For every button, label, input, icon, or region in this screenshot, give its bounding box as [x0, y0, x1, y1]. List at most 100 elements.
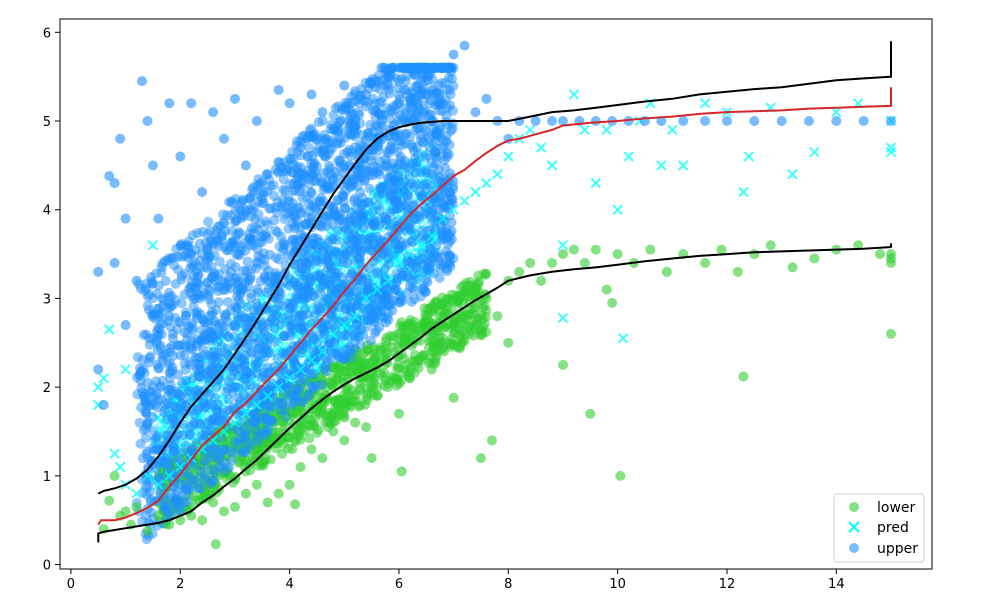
point-upper-12 [147, 160, 158, 171]
point-pred-37 [437, 213, 448, 224]
point-pred-47 [546, 160, 558, 171]
x-tick-label-4: 8 [504, 577, 512, 592]
point-upper-3 [104, 171, 115, 182]
point-upper-69 [776, 116, 787, 127]
point-upper-65 [678, 116, 689, 127]
point-lower-77 [875, 249, 886, 260]
point-lower-57 [585, 408, 596, 419]
point-lower-73 [787, 262, 798, 273]
point-lower-32 [383, 382, 394, 393]
point-pred-38 [448, 204, 459, 215]
point-upper-34 [306, 240, 317, 251]
point-upper-51 [470, 107, 481, 118]
point-pred-69 [831, 106, 842, 118]
point-pred-54 [612, 204, 623, 215]
point-upper-23 [219, 133, 230, 144]
legend-label-upper: upper [877, 541, 918, 557]
point-pred-36 [426, 231, 437, 242]
point-lower-67 [700, 257, 711, 268]
point-pred-40 [470, 186, 481, 198]
legend: lower pred upper [833, 493, 925, 563]
point-upper-11 [142, 116, 153, 127]
point-pred-1 [93, 381, 104, 393]
point-lower-52 [547, 257, 558, 268]
point-upper-57 [547, 116, 558, 127]
point-pred-62 [699, 98, 711, 109]
point-upper-8 [120, 320, 131, 331]
point-upper-13 [153, 213, 164, 224]
point-lower-12 [197, 515, 208, 526]
point-upper-44 [393, 186, 404, 197]
point-upper-27 [251, 116, 262, 127]
legend-marker-pred [848, 521, 860, 533]
point-upper-72 [858, 116, 869, 127]
point-lower-25 [317, 453, 328, 464]
point-lower-71 [749, 249, 760, 260]
point-lower-58 [590, 244, 601, 255]
point-pred-48 [557, 240, 569, 251]
point-lower-28 [350, 417, 361, 428]
point-lower-81 [885, 328, 896, 339]
point-pred-15 [196, 444, 208, 455]
point-pred-60 [667, 124, 678, 136]
point-lower-30 [366, 453, 377, 464]
point-upper-16 [175, 151, 186, 162]
point-lower-70 [738, 371, 749, 382]
point-upper-67 [721, 116, 732, 127]
point-lower-80 [885, 257, 896, 268]
point-lower-26 [328, 426, 339, 437]
x-tick-label-0: 0 [67, 577, 75, 592]
point-lower-53 [557, 249, 568, 260]
point-pred-46 [535, 142, 547, 153]
point-upper-73 [885, 116, 896, 127]
point-lower-55 [568, 244, 579, 255]
series-upper [93, 40, 896, 410]
point-pred-43 [503, 151, 514, 162]
point-upper-29 [273, 84, 284, 95]
point-lower-39 [448, 320, 459, 331]
point-lower-6 [131, 501, 142, 512]
point-lower-27 [339, 435, 350, 446]
point-upper-31 [284, 98, 295, 109]
point-pred-8 [131, 488, 142, 499]
point-lower-54 [557, 359, 568, 370]
x-tick-label-1: 2 [176, 577, 184, 592]
point-pred-29 [350, 310, 361, 322]
point-upper-36 [328, 124, 339, 135]
point-upper-70 [803, 116, 814, 127]
point-upper-37 [339, 80, 350, 91]
point-upper-25 [229, 320, 240, 331]
point-pred-52 [590, 177, 601, 189]
point-lower-76 [853, 240, 864, 251]
point-upper-42 [383, 71, 394, 82]
point-upper-28 [262, 169, 273, 180]
point-pred-30 [360, 293, 372, 304]
point-upper-46 [415, 84, 426, 95]
point-lower-72 [765, 240, 776, 251]
point-pred-68 [809, 146, 820, 158]
point-lower-29 [361, 422, 372, 433]
point-lower-9 [164, 519, 175, 530]
legend-label-lower: lower [877, 500, 916, 516]
y-tick-label-2: 2 [43, 381, 51, 396]
point-lower-62 [615, 470, 626, 481]
point-upper-35 [317, 107, 328, 118]
point-lower-45 [486, 435, 497, 446]
point-lower-1 [104, 495, 115, 506]
point-lower-17 [240, 488, 251, 499]
point-upper-68 [749, 116, 760, 127]
point-upper-7 [120, 213, 131, 224]
point-lower-35 [404, 373, 415, 384]
x-tick-label-3: 6 [395, 577, 403, 592]
point-upper-10 [137, 76, 148, 87]
point-lower-8 [153, 510, 164, 521]
point-pred-32 [382, 275, 394, 286]
point-lower-24 [306, 444, 317, 455]
point-pred-64 [738, 186, 749, 198]
series-pred [93, 89, 897, 499]
point-pred-71 [885, 142, 897, 153]
point-upper-40 [361, 89, 372, 100]
point-upper-50 [459, 40, 470, 51]
point-upper-2 [98, 399, 109, 410]
